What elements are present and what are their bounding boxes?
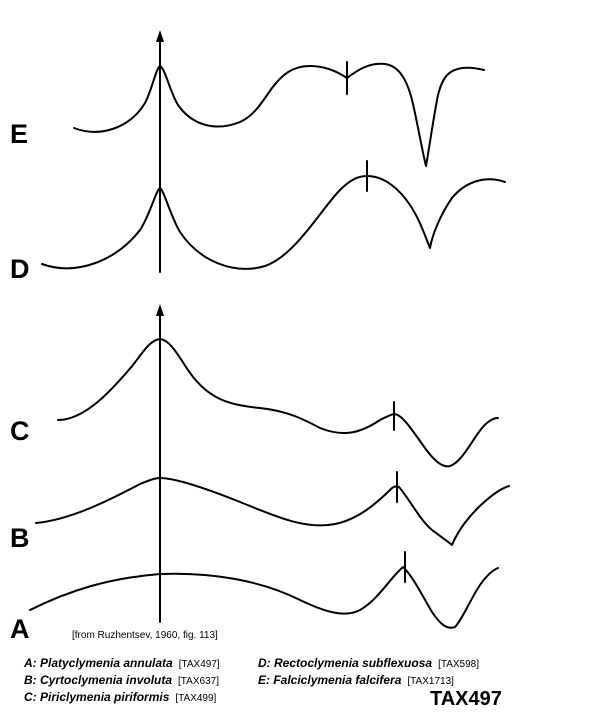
legend-tax-c: [TAX499] xyxy=(175,693,217,704)
arrow-head-lower xyxy=(156,304,164,316)
suture-line-b xyxy=(35,477,510,546)
suture-line-a xyxy=(29,566,499,629)
legend-tax-d: [TAX598] xyxy=(438,659,480,670)
row-label-e: E xyxy=(10,119,29,149)
legend-tax-a: [TAX497] xyxy=(178,659,220,670)
legend-item-b: B: Cyrtoclymenia involuta [TAX637] xyxy=(24,673,219,687)
suture-line-d xyxy=(41,175,506,270)
legend-tax-e: [TAX1713] xyxy=(407,676,454,687)
arrow-head-upper xyxy=(156,30,164,42)
row-label-c: C xyxy=(10,416,30,446)
source-citation: [from Ruzhentsev, 1960, fig. 113] xyxy=(72,630,218,641)
legend-text-c: C: Piriclymenia piriformis xyxy=(24,690,170,704)
row-label-a: A xyxy=(10,614,30,644)
legend-item-a: A: Platyclymenia annulata [TAX497] xyxy=(24,656,220,670)
row-label-d: D xyxy=(10,254,30,284)
row-label-b: B xyxy=(10,523,30,553)
legend-text-b: B: Cyrtoclymenia involuta xyxy=(24,673,173,687)
legend-text-a: A: Platyclymenia annulata xyxy=(24,656,173,670)
suture-line-c xyxy=(57,338,499,468)
legend-tax-b: [TAX637] xyxy=(178,676,219,687)
legend-item-c: C: Piriclymenia piriformis [TAX499] xyxy=(24,690,216,704)
legend-item-d: D: Rectoclymenia subflexuosa [TAX598] xyxy=(258,656,479,670)
taxon-code: TAX497 xyxy=(430,688,502,710)
legend-text-e: E: Falciclymenia falcifera xyxy=(258,673,402,687)
legend-text-d: D: Rectoclymenia subflexuosa xyxy=(258,656,433,670)
legend-item-e: E: Falciclymenia falcifera [TAX1713] xyxy=(258,673,454,687)
suture-line-e xyxy=(73,62,485,167)
